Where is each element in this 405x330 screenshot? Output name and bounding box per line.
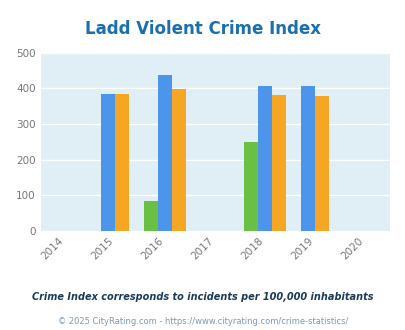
Bar (144, 201, 158, 231)
Text: Ladd Violent Crime Index: Ladd Violent Crime Index (85, 20, 320, 38)
Bar (314, 96, 328, 231)
Bar (172, 89, 186, 231)
Text: Crime Index corresponds to incidents per 100,000 inhabitants: Crime Index corresponds to incidents per… (32, 292, 373, 302)
Bar (300, 85, 314, 231)
Bar (243, 142, 258, 231)
Text: © 2025 CityRating.com - https://www.cityrating.com/crime-statistics/: © 2025 CityRating.com - https://www.city… (58, 317, 347, 326)
Bar (115, 94, 129, 231)
Bar (271, 95, 285, 231)
Bar (158, 75, 172, 231)
Bar (258, 86, 271, 231)
Bar (101, 94, 115, 231)
